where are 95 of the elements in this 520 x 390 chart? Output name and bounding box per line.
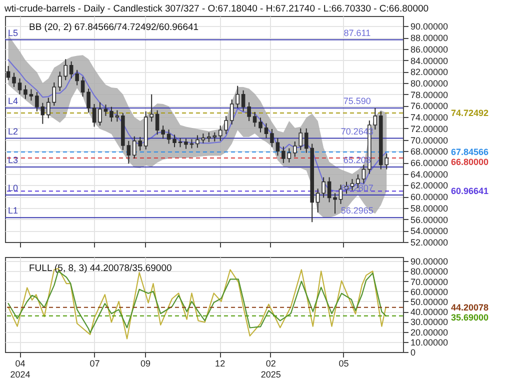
y-tick-label: 90.00000: [410, 256, 448, 267]
ref-line-label: 66.80000: [451, 157, 489, 168]
x-tick-label: 04 2024: [10, 358, 30, 380]
y-tick-label: 62.00000: [410, 180, 448, 191]
candlestick: [172, 134, 176, 148]
candlestick: [236, 85, 240, 108]
candlestick: [327, 176, 332, 203]
candlestick: [184, 138, 188, 150]
y-tick-label: 0: [410, 348, 416, 358]
ref-line-label: L0: [8, 182, 18, 193]
y-tick-label: 52.00000: [410, 238, 448, 248]
y-tick-label: 74.00000: [410, 112, 448, 123]
y-tick-label: 20.00000: [410, 327, 448, 338]
candlestick: [86, 88, 90, 114]
y-tick-label: 86.00000: [410, 44, 448, 54]
candlestick: [264, 122, 268, 139]
candlestick: [161, 125, 165, 140]
y-tick-label: 88.00000: [410, 33, 448, 44]
y-tick-label: 64.00000: [410, 169, 448, 180]
ref-line-label: L1: [8, 206, 18, 216]
x-tick-label: 02 2025: [260, 358, 281, 380]
y-tick-label: 72.00000: [410, 124, 448, 134]
candlestick: [282, 146, 286, 164]
candlestick: [252, 111, 257, 128]
candlestick: [18, 78, 22, 95]
ref-line-label: L2: [8, 126, 18, 136]
candlestick: [258, 117, 262, 133]
y-tick-label: 66.00000: [410, 158, 448, 168]
candlestick: [12, 72, 16, 88]
candlestick: [69, 60, 74, 79]
y-tick-label: 40.00000: [410, 307, 448, 318]
candlestick: [166, 129, 171, 144]
candlestick: [270, 128, 274, 148]
x-tick-label: 09: [140, 358, 151, 368]
candlestick: [35, 92, 39, 112]
y-tick-label: 56.00000: [410, 214, 448, 225]
y-tick-label: 80.00000: [410, 266, 448, 277]
candlestick: [247, 102, 251, 122]
ref-line-label: L4: [8, 96, 18, 106]
candlestick: [110, 106, 114, 122]
chart-title: wti-crude-barrels - Daily - Candlestick 307/327 - O:67.18040 - H:67.21740 - L:66.70330 - C:66.80000: [4, 4, 429, 14]
candlestick: [230, 98, 234, 125]
annotation: 75.590: [343, 96, 371, 106]
y-tick-label: 54.00000: [410, 226, 448, 236]
candlestick: [104, 104, 108, 116]
annotation: 87.611: [344, 28, 371, 38]
candlestick: [373, 108, 378, 130]
y-tick-label: 84.00000: [410, 56, 448, 66]
candlestick: [155, 110, 160, 136]
y-tick-label: 30.00000: [410, 317, 448, 328]
y-tick-label: 78.00000: [410, 90, 448, 100]
ref-line-label: L5: [8, 28, 18, 38]
ref-line-label: 44.20078: [451, 302, 489, 312]
y-tick-label: 68.00000: [410, 146, 448, 157]
ref-line-label: 60.96641: [451, 186, 489, 196]
candlestick: [40, 102, 45, 124]
candlestick: [178, 138, 182, 148]
candlestick: [115, 110, 120, 122]
ref-line-label: 35.69000: [451, 312, 489, 322]
y-tick-label: 50.00000: [410, 296, 448, 307]
candlestick: [29, 88, 34, 102]
candlestick: [241, 90, 246, 112]
ref-line-label: 67.84566: [451, 147, 489, 158]
candlestick: [92, 104, 96, 128]
candlestick: [316, 188, 320, 213]
candlestick: [362, 164, 366, 184]
y-tick-label: 80.00000: [410, 78, 448, 89]
candlestick: [75, 69, 79, 86]
x-tick-label: 07: [90, 358, 100, 368]
y-tick-label: 60.00000: [410, 286, 448, 297]
annotation: 56.2965: [340, 206, 374, 216]
candlestick: [276, 138, 280, 156]
y-tick-label: 76.00000: [410, 101, 448, 112]
candlestick: [80, 76, 85, 98]
y-tick-label: 58.00000: [410, 203, 448, 214]
y-tick-label: 60.00000: [410, 192, 448, 202]
ref-line-label: 74.72492: [451, 108, 489, 118]
candlestick: [98, 102, 102, 126]
annotation: FULL (5, 8, 3) 44.20078/35.69000: [29, 263, 172, 274]
candlestick: [6, 65, 10, 81]
candlestick: [126, 140, 131, 164]
candlestick: [201, 133, 206, 144]
candlestick: [24, 84, 28, 100]
y-tick-label: 82.00000: [410, 67, 448, 78]
candlestick: [196, 134, 200, 148]
candlestick: [322, 176, 326, 198]
y-tick-label: 10.00000: [410, 337, 448, 348]
y-tick-label: 70.00000: [410, 276, 448, 287]
y-tick-label: 90.00000: [410, 22, 448, 32]
y-tick-label: 70.00000: [410, 135, 448, 146]
x-tick-label: 12: [215, 358, 226, 368]
annotation: BB (20, 2) 67.84566/74.72492/60.96641: [29, 22, 199, 33]
x-tick-label: 05: [338, 358, 349, 368]
candlestick: [333, 192, 337, 214]
candlestick: [287, 148, 292, 164]
